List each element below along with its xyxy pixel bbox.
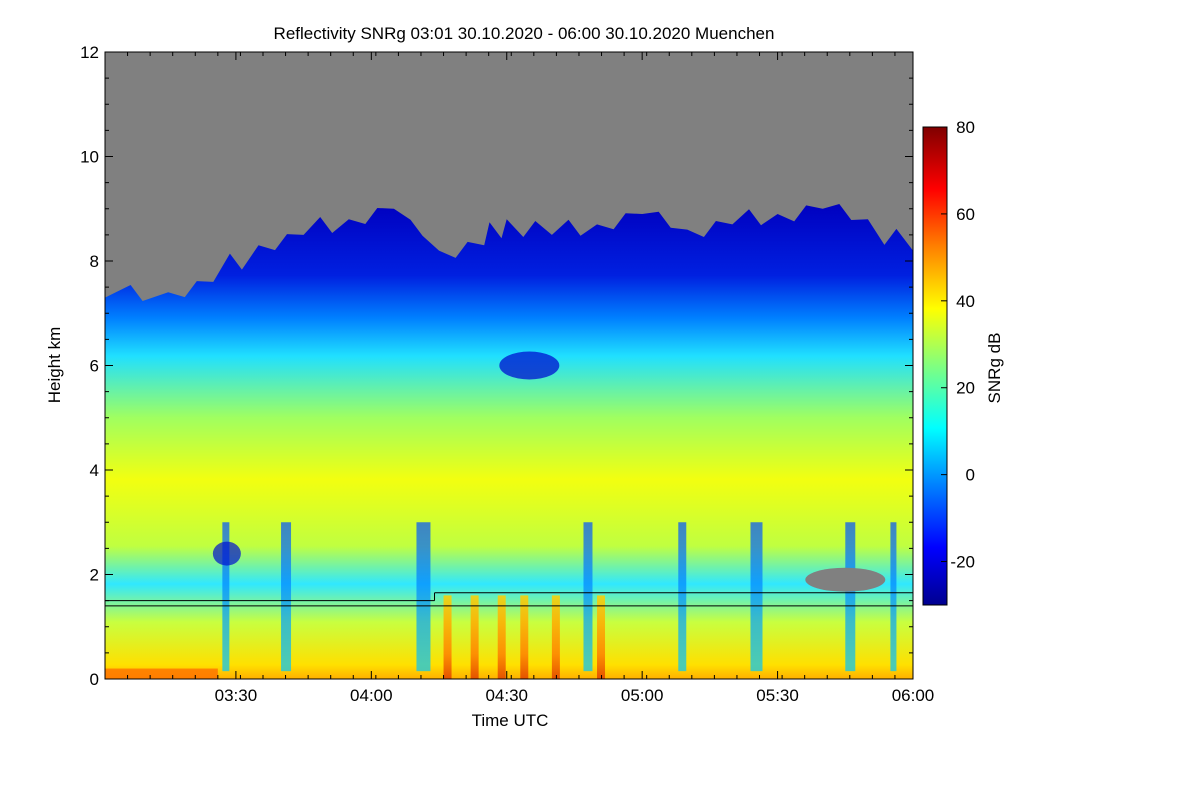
intense-echo-column bbox=[597, 595, 606, 679]
y-tick-label: 4 bbox=[90, 461, 99, 480]
x-tick-label: 06:00 bbox=[892, 686, 935, 705]
low-echo-streak bbox=[583, 522, 593, 672]
x-tick-label: 05:30 bbox=[756, 686, 799, 705]
y-tick-label: 6 bbox=[90, 357, 99, 376]
y-tick-label: 2 bbox=[90, 566, 99, 585]
x-tick-label: 04:30 bbox=[485, 686, 528, 705]
y-tick-label: 12 bbox=[80, 43, 99, 62]
intense-echo-column bbox=[520, 595, 529, 679]
colorbar-tick-label: 20 bbox=[956, 379, 975, 398]
low-echo-streak bbox=[845, 522, 856, 672]
x-tick-label: 04:00 bbox=[350, 686, 393, 705]
x-tick-label: 05:00 bbox=[621, 686, 664, 705]
near-ground-echo bbox=[105, 668, 218, 679]
colorbar-label: SNRg dB bbox=[985, 333, 1004, 404]
intense-echo-column bbox=[443, 595, 452, 679]
colorbar-tick-label: 60 bbox=[956, 205, 975, 224]
low-echo-streak bbox=[750, 522, 763, 672]
colorbar-tick-label: 40 bbox=[956, 292, 975, 311]
boundary-lines bbox=[105, 592, 913, 607]
low-snr-patch bbox=[499, 351, 560, 380]
x-tick-label: 03:30 bbox=[215, 686, 258, 705]
chart-title: Reflectivity SNRg 03:01 30.10.2020 - 06:… bbox=[274, 24, 775, 43]
no-data-gap bbox=[805, 567, 886, 592]
intense-echo-column bbox=[470, 595, 479, 679]
colorbar bbox=[922, 126, 948, 606]
colorbar-tick-label: 80 bbox=[956, 118, 975, 137]
y-axis-label: Height km bbox=[45, 327, 64, 404]
y-axis: 0 2 4 6 8 10 12 bbox=[80, 43, 913, 689]
intense-echo-column bbox=[497, 595, 506, 679]
low-echo-streak bbox=[222, 522, 230, 672]
x-axis: 03:30 04:00 04:30 05:00 05:30 06:00 bbox=[104, 52, 935, 705]
low-echo-streak bbox=[281, 522, 292, 672]
low-snr-patch bbox=[212, 541, 241, 566]
y-tick-label: 8 bbox=[90, 252, 99, 271]
low-echo-streak bbox=[678, 522, 687, 672]
colorbar-tick-label: -20 bbox=[950, 553, 975, 572]
colorbar-tick-label: 0 bbox=[966, 466, 975, 485]
reflectivity-field bbox=[105, 204, 913, 679]
low-echo-streak bbox=[890, 522, 897, 672]
colorbar-ticks: -20 0 20 40 60 80 bbox=[941, 118, 975, 572]
x-axis-label: Time UTC bbox=[472, 711, 549, 730]
echo-region bbox=[105, 204, 913, 679]
low-echo-streak bbox=[416, 522, 431, 672]
y-tick-label: 10 bbox=[80, 148, 99, 167]
y-tick-label: 0 bbox=[90, 670, 99, 689]
intense-echo-column bbox=[551, 595, 560, 679]
